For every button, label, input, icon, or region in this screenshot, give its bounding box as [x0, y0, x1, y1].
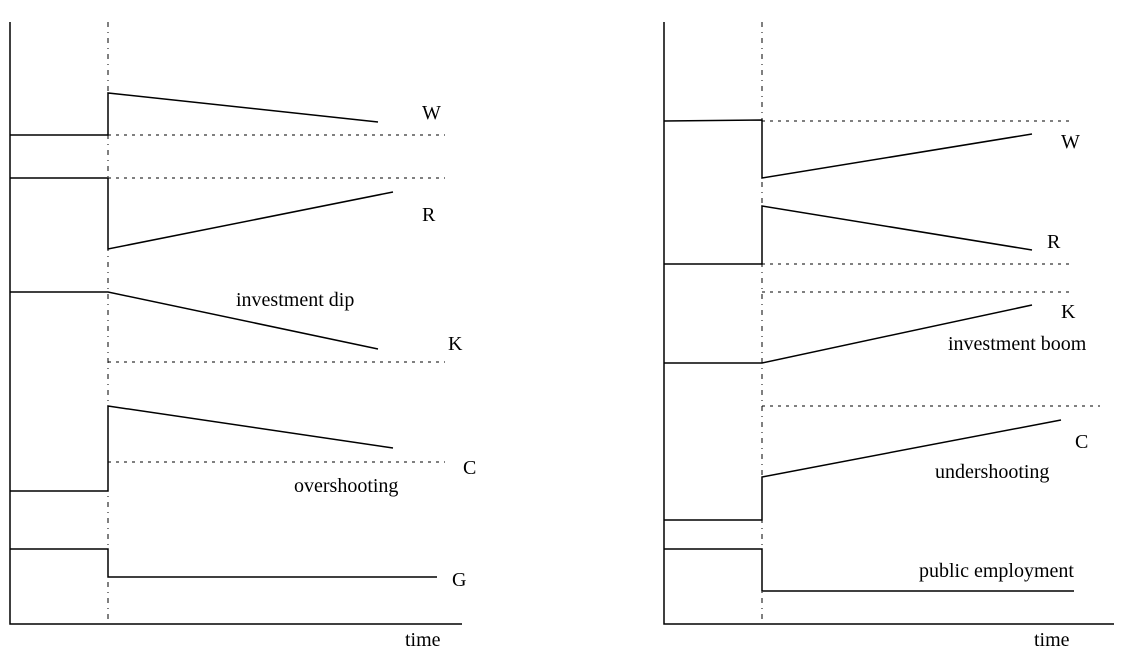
right-time-label: time	[1034, 629, 1070, 651]
left-time-label: time	[405, 629, 441, 651]
left-w-label: W	[422, 102, 441, 124]
right-k-note: investment boom	[948, 333, 1087, 355]
left-c-note: overshooting	[294, 475, 398, 497]
right-c-note: undershooting	[935, 461, 1049, 483]
left-k-label: K	[448, 333, 463, 355]
left-c-path: C overshooting	[10, 405, 476, 497]
right-r-label: R	[1047, 231, 1061, 253]
left-w-path: W	[10, 92, 445, 136]
left-axes	[9, 22, 462, 625]
right-w-path: W	[663, 119, 1080, 179]
left-r-path: R	[10, 177, 445, 250]
right-w-label: W	[1061, 131, 1080, 153]
right-g-note: public employment	[919, 560, 1074, 582]
left-c-label: C	[463, 457, 476, 479]
right-r-path: R	[664, 205, 1074, 265]
right-g-path: public employment	[664, 548, 1074, 592]
right-c-path: C undershooting	[664, 405, 1100, 521]
right-axes	[663, 22, 1114, 625]
left-g-label: G	[452, 569, 466, 591]
left-g-path: G	[10, 548, 466, 591]
right-panel: W R K investment boom C undershooting pu…	[663, 22, 1114, 651]
left-r-label: R	[422, 204, 436, 226]
right-c-label: C	[1075, 431, 1088, 453]
right-k-label: K	[1061, 301, 1076, 323]
left-k-note: investment dip	[236, 289, 354, 311]
left-k-path: investment dip K	[10, 289, 463, 363]
right-k-path: K investment boom	[664, 291, 1087, 364]
left-panel: W R investment dip K C overshooting G ti…	[9, 22, 476, 651]
